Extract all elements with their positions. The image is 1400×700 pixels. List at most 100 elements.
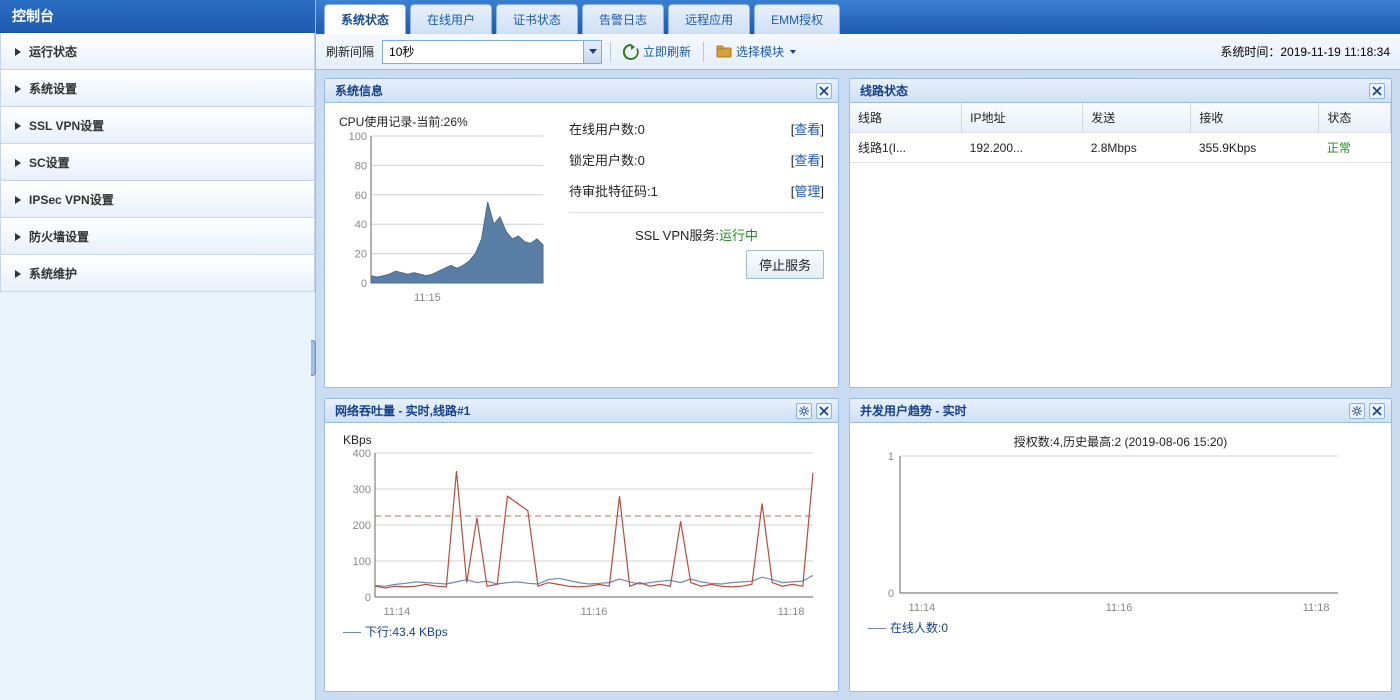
gear-icon[interactable] [796,403,812,419]
svg-text:100: 100 [349,132,367,143]
sidebar-item-label: SSL VPN设置 [29,117,104,134]
throughput-legend-rx: 下行:43.4 KBps [339,623,824,640]
refresh-now-button[interactable]: 立即刷新 [619,41,695,62]
svg-text:0: 0 [361,278,367,290]
tab[interactable]: EMM授权 [754,4,840,34]
locked-users-label: 锁定用户数:0 [569,150,645,169]
tab[interactable]: 远程应用 [668,4,750,34]
close-icon[interactable] [1369,403,1385,419]
svg-text:400: 400 [353,449,371,460]
svg-text:80: 80 [355,160,367,172]
throughput-unit: KBps [339,433,824,447]
sidebar-item-label: 防火墙设置 [29,228,89,245]
refresh-interval-combo[interactable] [382,40,602,64]
caret-right-icon [15,48,21,56]
svg-text:11:16: 11:16 [1106,602,1133,614]
refresh-interval-label: 刷新间隔 [326,43,374,60]
sidebar: 控制台 运行状态系统设置 SSL VPN设置 SC设置 IPSec VPN设置防火墙设… [0,0,316,700]
tab[interactable]: 证书状态 [496,4,578,34]
throughput-chart: 010020030040011:1411:1611:18 [339,449,819,619]
panel-title: 线路状态 [860,82,908,99]
sidebar-item[interactable]: 防火墙设置 [0,218,315,255]
main: 系统状态在线用户证书状态告警日志远程应用EMM授权 刷新间隔 立即刷新 选择模块 [316,0,1400,700]
panel-throughput: 网络吞吐量 - 实时,线路#1 KBps 010020030040011:141… [324,398,839,692]
pending-code-label: 待审批特征码:1 [569,181,658,200]
table-header: 发送 [1083,103,1191,133]
svg-text:11:16: 11:16 [581,606,608,618]
chevron-down-icon[interactable] [583,41,601,63]
locked-users-view-link[interactable]: 查看 [794,153,820,168]
users-trend-chart: 0 1 11:14 11:16 11:18 [864,450,1344,615]
svg-text:20: 20 [355,249,367,261]
caret-right-icon [15,122,21,130]
sidebar-item[interactable]: 系统设置 [0,70,315,107]
online-users-view-link[interactable]: 查看 [794,122,820,137]
sidebar-item[interactable]: IPSec VPN设置 [0,181,315,218]
tab[interactable]: 告警日志 [582,4,664,34]
refresh-interval-input[interactable] [383,43,583,61]
panel-title: 网络吞吐量 - 实时,线路#1 [335,402,470,419]
sidebar-collapse-handle[interactable] [311,340,316,376]
close-icon[interactable] [816,83,832,99]
svg-text:11:18: 11:18 [778,606,805,618]
sidebar-title: 控制台 [0,0,315,33]
online-users-label: 在线用户数:0 [569,119,645,138]
table-header: 接收 [1191,103,1319,133]
svg-text:100: 100 [353,556,371,568]
pending-code-manage-link[interactable]: 管理 [794,184,820,199]
refresh-icon [623,44,639,60]
caret-right-icon [15,159,21,167]
svg-text:60: 60 [355,190,367,202]
table-header: 状态 [1319,103,1391,133]
caret-right-icon [15,85,21,93]
sidebar-item-label: 运行状态 [29,43,77,60]
table-row[interactable]: 线路1(I...192.200...2.8Mbps355.9Kbps正常 [850,133,1391,163]
panel-title: 系统信息 [335,82,383,99]
users-trend-subtitle: 授权数:4,历史最高:2 (2019-08-06 15:20) [864,433,1377,450]
table-header: IP地址 [962,103,1083,133]
svg-text:11:14: 11:14 [909,602,936,614]
sidebar-item-label: 系统设置 [29,80,77,97]
svg-text:11:14: 11:14 [384,606,411,618]
caret-right-icon [15,270,21,278]
module-icon [716,44,732,60]
sidebar-item[interactable]: SSL VPN设置 [0,107,315,144]
close-icon[interactable] [1369,83,1385,99]
svg-text:300: 300 [353,484,371,496]
sidebar-item[interactable]: SC设置 [0,144,315,181]
sidebar-item[interactable]: 运行状态 [0,33,315,70]
separator [610,42,611,62]
sidebar-item-label: IPSec VPN设置 [29,191,114,208]
users-trend-legend: 在线人数:0 [864,619,1377,636]
cpu-usage-title: CPU使用记录-当前:26% [339,113,549,130]
system-time: 系统时间：2019-11-19 11:18:34 [1220,43,1390,60]
sidebar-item[interactable]: 系统维护 [0,255,315,292]
panel-system-info: 系统信息 CPU使用记录-当前:26% 02040608010011: [324,78,839,388]
caret-right-icon [15,233,21,241]
select-module-button[interactable]: 选择模块 [712,41,800,62]
svg-text:0: 0 [888,588,894,600]
panel-title: 并发用户趋势 - 实时 [860,402,967,419]
svg-text:1: 1 [888,451,894,463]
sidebar-item-label: SC设置 [29,154,70,171]
cpu-usage-chart: 02040608010011:15 [339,132,549,307]
panel-users-trend: 并发用户趋势 - 实时 授权数:4,历史最高:2 (2019-08-06 15:… [849,398,1392,692]
tab[interactable]: 系统状态 [324,4,406,34]
toolbar: 刷新间隔 立即刷新 选择模块 系统时间：2019-11- [316,34,1400,70]
separator [703,42,704,62]
table-header: 线路 [850,103,962,133]
tab[interactable]: 在线用户 [410,4,492,34]
svg-text:40: 40 [355,219,367,231]
line-status-table: 线路IP地址发送接收状态 线路1(I...192.200...2.8Mbps35… [850,103,1391,163]
gear-icon[interactable] [1349,403,1365,419]
stop-service-button[interactable]: 停止服务 [746,250,824,279]
panel-line-status: 线路状态 线路IP地址发送接收状态 线路1(I...192.200...2.8M… [849,78,1392,388]
tabbar: 系统状态在线用户证书状态告警日志远程应用EMM授权 [316,0,1400,34]
ssl-vpn-service-status: SSL VPN服务:运行中 停止服务 [569,225,824,279]
svg-text:11:18: 11:18 [1303,602,1330,614]
svg-text:200: 200 [353,520,371,532]
caret-right-icon [15,196,21,204]
select-module-label: 选择模块 [736,43,784,60]
refresh-now-label: 立即刷新 [643,43,691,60]
close-icon[interactable] [816,403,832,419]
